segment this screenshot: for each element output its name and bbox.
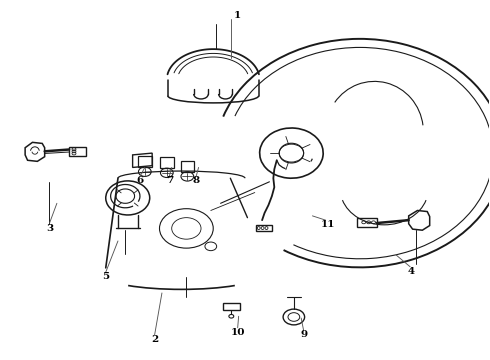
Text: 1: 1: [234, 11, 241, 20]
Text: 5: 5: [102, 272, 109, 281]
Text: 4: 4: [408, 267, 415, 276]
Text: 9: 9: [300, 330, 307, 339]
Text: 7: 7: [166, 176, 173, 185]
Text: 3: 3: [46, 224, 53, 233]
Text: 2: 2: [151, 335, 158, 344]
Text: 8: 8: [193, 176, 200, 185]
Text: 6: 6: [136, 176, 144, 185]
Text: 10: 10: [230, 328, 245, 337]
Text: 11: 11: [321, 220, 335, 229]
